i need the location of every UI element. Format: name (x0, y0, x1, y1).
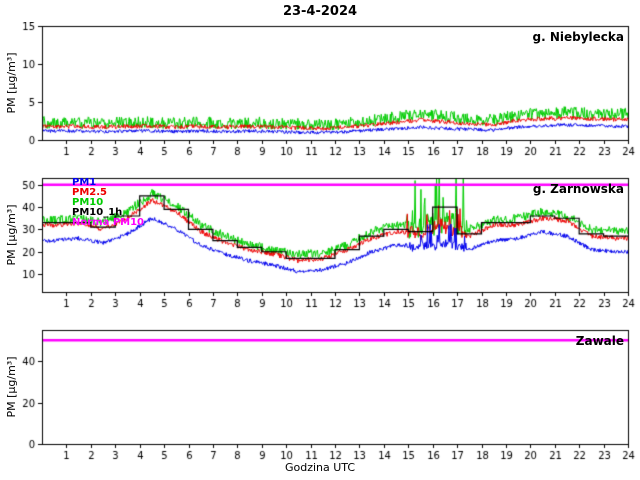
legend: PM1 PM2.5 PM10 PM10_1h Norma PM10 (72, 178, 144, 228)
x-axis-label: Godzina UTC (284, 461, 356, 474)
legend-item-0: PM1 (72, 177, 97, 188)
y-axis-label-3: PM [µg/m³] (5, 356, 18, 418)
panel-2-canvas (0, 174, 640, 324)
y-axis-label-2: PM [µg/m³] (5, 204, 18, 266)
station-label-zarnowska: g. Zarnowska (532, 182, 624, 196)
panel-3-canvas (0, 326, 640, 476)
panel-zarnowska: PM [µg/m³] g. Zarnowska PM1 PM2.5 PM10 P… (0, 174, 640, 324)
legend-item-1: PM2.5 (72, 187, 107, 198)
chart-title: 23-4-2024 (282, 4, 358, 19)
legend-item-3: PM10_1h (72, 207, 123, 218)
panel-1-canvas (0, 22, 640, 172)
legend-item-2: PM10 (72, 197, 104, 208)
station-label-zawale: Zawale (575, 334, 624, 348)
panel-niebylecka: PM [µg/m³] g. Niebylecka (0, 22, 640, 172)
y-axis-label-1: PM [µg/m³] (5, 52, 18, 114)
legend-item-4: Norma PM10 (72, 217, 145, 228)
station-label-niebylecka: g. Niebylecka (532, 30, 624, 44)
panel-zawale: PM [µg/m³] Zawale (0, 326, 640, 476)
